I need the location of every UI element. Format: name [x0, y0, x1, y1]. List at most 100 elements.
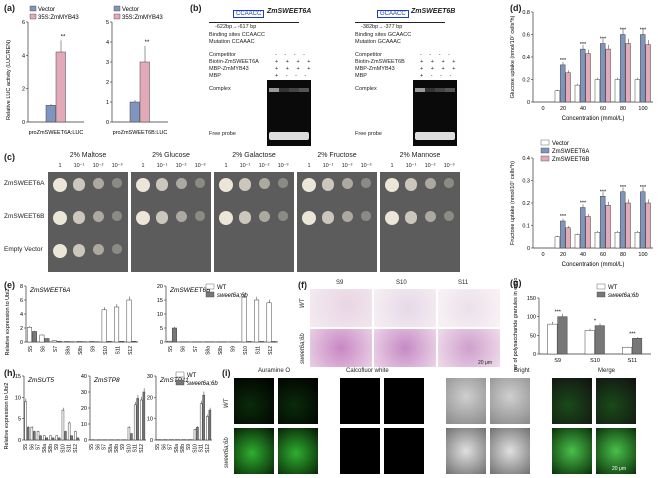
yeast-spot	[385, 244, 399, 258]
d0-bar-6a	[600, 43, 606, 103]
d0-bar-6b	[605, 48, 611, 103]
d1-bar-6b	[605, 205, 611, 249]
yeast-spot	[302, 211, 316, 225]
d0-sig: ***	[560, 58, 567, 64]
yeast-spot	[385, 211, 399, 225]
row-probe-right: Biotin-ZmSWEET6B	[355, 59, 405, 65]
h0-bar-mut	[33, 431, 36, 441]
a-legend-label: 35S:ZmMYB43	[38, 15, 79, 21]
h1-xtick-label: S11	[133, 444, 139, 453]
panel-a-chart: Relative LUC activity (LUC/REN) 0 2 4 6 proZm…	[6, 5, 168, 136]
dilution-label: 10⁻²	[341, 163, 353, 169]
h0-ytick-label: 10	[15, 395, 21, 401]
e0-ytick-label: 0	[20, 340, 23, 346]
dilution-label: 1	[141, 163, 145, 169]
d0-ytick-label: 0.2	[522, 78, 530, 84]
e1-xtick-label: S8b	[218, 346, 224, 355]
dilution-label: 10⁻²	[424, 163, 436, 169]
e0-xtick-label: S7	[53, 346, 59, 352]
yeast-spot	[340, 244, 354, 258]
row-myb-left: MBP-ZmMYB43	[209, 66, 249, 72]
h1-bar-wt	[140, 399, 143, 441]
yeast-spot	[423, 244, 437, 258]
yeast-spot	[361, 211, 371, 221]
yeast-spot	[238, 211, 252, 224]
micrograph-1-1-0	[340, 428, 380, 474]
g-legend-label: sweet6a;6b	[608, 293, 639, 299]
h0-title: ZmSUT5	[27, 377, 54, 384]
d0-xtick-label: 20	[560, 106, 566, 112]
h1-xtick-label: S6	[95, 444, 101, 450]
e0-bar-wt	[26, 327, 32, 343]
a1-bar-myb43	[139, 61, 150, 123]
h2-bar-wt	[193, 429, 197, 441]
mutation-right: Mutation GCAAAC	[355, 39, 401, 45]
yeast-spot	[424, 178, 436, 189]
micrograph-0-0-1	[278, 378, 318, 424]
micrograph-0-2-1	[490, 378, 530, 424]
h1-ytick-label: 30	[81, 390, 87, 396]
yeast-spot	[361, 178, 371, 188]
yeast-spot	[444, 178, 454, 188]
i-row-wt: WT	[224, 398, 230, 408]
e1-ytick-label: 10	[157, 312, 163, 318]
e1-ytick-label: 0	[160, 340, 163, 346]
panel-label-i: (i)	[222, 368, 231, 378]
e1-bar-wt	[166, 340, 172, 343]
e1-xtick-label: S7	[193, 346, 199, 352]
h-ylabel: Relative expression to Ubi2	[4, 383, 10, 450]
e0-bar-wt	[64, 341, 70, 343]
plate-4	[380, 172, 460, 272]
yeast-spot	[278, 211, 288, 221]
h2-xtick-label: S11	[199, 444, 205, 453]
a-xlabel-0: proZmSWEET6A:LUC	[29, 130, 84, 136]
h2-title: ZmSTP11	[159, 377, 189, 384]
yeast-spot	[72, 244, 86, 257]
a-legend-label: Vector	[122, 7, 139, 13]
d1-sig: ***	[620, 185, 627, 191]
yeast-spot	[238, 178, 252, 191]
a0-ytick-label: 4	[22, 53, 25, 59]
h1-bar-wt	[127, 426, 131, 441]
a-legend-label: Vector	[38, 7, 55, 13]
g-bar-mut	[594, 325, 605, 355]
micro-mut-s9	[310, 329, 372, 367]
i-scale: 20 μm	[612, 466, 626, 472]
d0-ytick-label: 0.6	[522, 33, 530, 39]
g-xtick-label: S9	[554, 358, 561, 364]
row-competitor-left: Competitor	[209, 52, 236, 58]
dilution-label: 10⁻³	[194, 163, 206, 169]
d1-bar-6b	[645, 202, 651, 249]
panel-label-a: (a)	[4, 3, 15, 13]
d0-sig: ***	[640, 28, 647, 34]
i-col-merge: Merge	[598, 368, 616, 374]
g-ytick-label: 50	[530, 333, 536, 339]
micrograph-1-2-0	[446, 428, 486, 474]
h1-xtick-label: S8b	[114, 444, 120, 453]
panel-b-emsa: CCAACC ZmSWEET6A -622bp→-617 bp Binding …	[205, 6, 505, 151]
d1-xtick-label: 60	[600, 252, 606, 258]
yeast-spot	[92, 211, 104, 222]
h2-ytick-label: 0	[150, 438, 153, 444]
a0-bar-myb43	[55, 51, 66, 123]
yeast-spot	[238, 244, 252, 258]
g-ytick-label: 100	[527, 315, 536, 321]
dilution-label: 10⁻¹	[322, 163, 334, 169]
e1-bar-wt	[241, 296, 247, 343]
d1-sig: ***	[560, 214, 567, 220]
e0-bar-mut	[131, 341, 137, 343]
e0-xtick-label: S5	[28, 346, 34, 352]
yeast-spot	[302, 178, 316, 192]
yeast-spot	[321, 211, 335, 224]
h1-xtick-label: S5	[89, 444, 95, 450]
d1-bar-6b	[565, 227, 571, 249]
h2-xtick-label: S7	[168, 444, 174, 450]
binding-left: Binding sites CCAACC	[209, 32, 265, 38]
micro-mut-s11	[438, 329, 500, 367]
f-col-s9: S9	[336, 280, 344, 286]
row-probe-left: Biotin-ZmSWEET6A	[209, 59, 259, 65]
d0-bar-vector	[594, 79, 601, 103]
micrograph-1-0-0	[234, 428, 274, 474]
h1-xtick-label: S10	[126, 444, 132, 453]
d-legend-label: ZmSWEET6A	[552, 149, 589, 155]
